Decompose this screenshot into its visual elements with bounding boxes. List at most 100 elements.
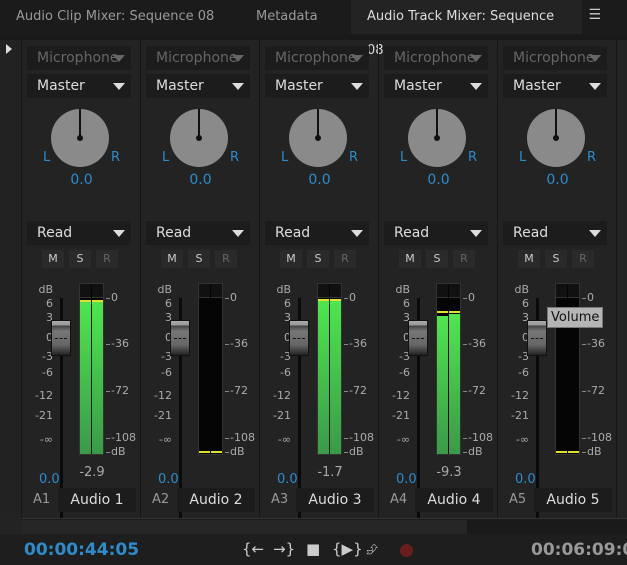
chevron-down-icon bbox=[113, 83, 125, 90]
solo-button[interactable]: S bbox=[188, 250, 210, 268]
input-label: Microphone bbox=[156, 50, 238, 66]
output-dropdown[interactable]: Master bbox=[503, 74, 607, 98]
output-dropdown[interactable]: Master bbox=[27, 74, 131, 98]
output-dropdown[interactable]: Master bbox=[265, 74, 369, 98]
volume-value[interactable]: 0.0 bbox=[396, 472, 417, 487]
pan-value[interactable]: 0.0 bbox=[70, 172, 93, 188]
peak-indicator bbox=[211, 451, 222, 453]
record-enable-button[interactable]: R bbox=[572, 250, 594, 268]
tab-audio-clip-mixer[interactable]: Audio Clip Mixer: Sequence 08 bbox=[16, 9, 215, 24]
play-in-to-out-icon[interactable]: {▶} bbox=[332, 540, 363, 558]
hamburger-icon[interactable]: ☰ bbox=[588, 7, 601, 23]
fader-track[interactable] bbox=[536, 298, 539, 534]
solo-button[interactable]: S bbox=[426, 250, 448, 268]
mute-button[interactable]: M bbox=[518, 250, 540, 268]
track-id: A1 bbox=[33, 492, 51, 507]
solo-button[interactable]: S bbox=[307, 250, 329, 268]
solo-button[interactable]: S bbox=[69, 250, 91, 268]
chevron-down-icon bbox=[470, 83, 482, 90]
input-label: Microphone bbox=[513, 50, 595, 66]
stop-icon[interactable]: ■ bbox=[306, 540, 321, 558]
fader-scale-label: -21 bbox=[392, 409, 410, 422]
meter-scale-label: -36 bbox=[587, 337, 605, 350]
track-name[interactable]: Audio 5 bbox=[534, 488, 612, 512]
fader-scale-label: -∞ bbox=[158, 433, 172, 446]
volume-value[interactable]: 0.0 bbox=[277, 472, 298, 487]
automation-dropdown[interactable]: Read bbox=[146, 221, 250, 245]
horizontal-scrollbar[interactable] bbox=[22, 518, 627, 535]
solo-button[interactable]: S bbox=[545, 250, 567, 268]
current-timecode[interactable]: 00:00:44:05 bbox=[24, 540, 140, 560]
track-name[interactable]: Audio 2 bbox=[177, 488, 255, 512]
fader-scale-label: -21 bbox=[273, 409, 291, 422]
loop-icon[interactable]: ⮵ bbox=[366, 540, 379, 558]
mute-button[interactable]: M bbox=[399, 250, 421, 268]
record-icon[interactable] bbox=[400, 544, 413, 557]
meter-scale-label: dB bbox=[349, 445, 364, 458]
volume-value[interactable]: 0.0 bbox=[515, 472, 536, 487]
volume-fader[interactable] bbox=[527, 320, 547, 356]
output-dropdown[interactable]: Master bbox=[146, 74, 250, 98]
volume-fader[interactable] bbox=[51, 320, 71, 356]
pan-value[interactable]: 0.0 bbox=[308, 172, 331, 188]
record-enable-button[interactable]: R bbox=[453, 250, 475, 268]
pan-value[interactable]: 0.0 bbox=[546, 172, 569, 188]
volume-fader[interactable] bbox=[170, 320, 190, 356]
pan-knob[interactable] bbox=[527, 109, 585, 167]
input-dropdown[interactable]: Microphone bbox=[265, 46, 369, 70]
fader-track[interactable] bbox=[179, 298, 182, 534]
mute-button[interactable]: M bbox=[42, 250, 64, 268]
track-name[interactable]: Audio 1 bbox=[58, 488, 136, 512]
track-name[interactable]: Audio 3 bbox=[296, 488, 374, 512]
fader-track[interactable] bbox=[417, 298, 420, 534]
input-dropdown[interactable]: Microphone bbox=[384, 46, 488, 70]
meter-scale-label: -108 bbox=[230, 431, 255, 444]
meter-scale-label: 0 bbox=[587, 291, 594, 304]
input-dropdown[interactable]: Microphone bbox=[27, 46, 131, 70]
fader-scale-label: -3 bbox=[42, 350, 53, 363]
volume-fader[interactable] bbox=[289, 320, 309, 356]
go-to-out-icon[interactable]: →} bbox=[273, 540, 296, 558]
scrollbar-thumb[interactable] bbox=[22, 520, 467, 535]
fader-scale-label: dB bbox=[514, 283, 529, 296]
tab-metadata[interactable]: Metadata bbox=[256, 9, 318, 24]
mute-button[interactable]: M bbox=[161, 250, 183, 268]
pan-value[interactable]: 0.0 bbox=[189, 172, 212, 188]
automation-dropdown[interactable]: Read bbox=[503, 221, 607, 245]
tab-audio-track-mixer[interactable]: Audio Track Mixer: Sequence 08 bbox=[351, 0, 582, 58]
peak-indicator bbox=[568, 451, 579, 453]
go-to-in-icon[interactable]: {← bbox=[242, 540, 265, 558]
record-enable-button[interactable]: R bbox=[96, 250, 118, 268]
record-enable-button[interactable]: R bbox=[215, 250, 237, 268]
meter-scale-label: -108 bbox=[111, 431, 136, 444]
fader-scale-label: dB bbox=[157, 283, 172, 296]
pan-knob[interactable] bbox=[289, 109, 347, 167]
peak-indicator bbox=[330, 299, 341, 301]
volume-value[interactable]: 0.0 bbox=[39, 472, 60, 487]
pan-value[interactable]: 0.0 bbox=[427, 172, 450, 188]
track-name[interactable]: Audio 4 bbox=[415, 488, 493, 512]
input-dropdown[interactable]: Microphone bbox=[503, 46, 607, 70]
meter-scale-label: -72 bbox=[111, 384, 129, 397]
input-dropdown[interactable]: Microphone bbox=[146, 46, 250, 70]
pan-knob[interactable] bbox=[170, 109, 228, 167]
automation-label: Read bbox=[37, 225, 73, 241]
fader-scale-label: dB bbox=[38, 283, 53, 296]
meter-scale-label: 0 bbox=[468, 291, 475, 304]
pan-left-label: L bbox=[43, 150, 51, 165]
pan-knob[interactable] bbox=[408, 109, 466, 167]
automation-dropdown[interactable]: Read bbox=[384, 221, 488, 245]
volume-value[interactable]: 0.0 bbox=[158, 472, 179, 487]
automation-dropdown[interactable]: Read bbox=[27, 221, 131, 245]
pan-knob[interactable] bbox=[51, 109, 109, 167]
meter-bar bbox=[318, 300, 329, 454]
mute-button[interactable]: M bbox=[280, 250, 302, 268]
volume-fader[interactable] bbox=[408, 320, 428, 356]
fader-track[interactable] bbox=[298, 298, 301, 534]
record-enable-button[interactable]: R bbox=[334, 250, 356, 268]
expand-triangle-icon[interactable] bbox=[6, 44, 12, 54]
fader-track[interactable] bbox=[60, 298, 63, 534]
output-dropdown[interactable]: Master bbox=[384, 74, 488, 98]
fader-scale-label: 3 bbox=[522, 311, 529, 324]
automation-dropdown[interactable]: Read bbox=[265, 221, 369, 245]
